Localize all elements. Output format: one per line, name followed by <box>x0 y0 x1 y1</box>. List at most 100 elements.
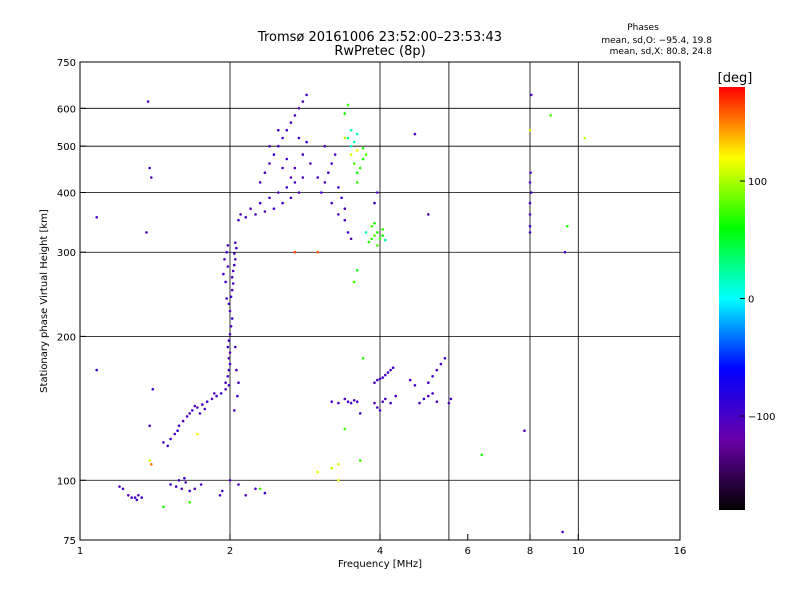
data-point <box>530 93 533 97</box>
data-point <box>228 362 232 366</box>
data-point <box>263 491 267 495</box>
data-point <box>293 114 297 117</box>
data-point <box>289 196 293 200</box>
data-point <box>268 144 271 148</box>
data-point <box>230 317 234 320</box>
data-point <box>234 241 237 244</box>
data-point <box>316 250 320 254</box>
data-point <box>376 406 379 409</box>
data-point <box>583 136 586 140</box>
data-point <box>449 397 453 401</box>
x-tick-label: 10 <box>572 546 585 557</box>
data-point <box>223 258 226 261</box>
data-point <box>177 479 181 482</box>
data-point <box>213 392 216 395</box>
data-point <box>268 196 271 200</box>
data-point <box>376 191 379 194</box>
data-point <box>285 157 289 161</box>
data-point <box>364 153 368 156</box>
data-point <box>203 407 207 411</box>
data-point <box>408 378 412 382</box>
data-point <box>373 234 376 237</box>
data-point <box>228 351 232 354</box>
data-point <box>337 401 340 405</box>
data-point <box>183 476 186 480</box>
data-point <box>95 216 98 219</box>
data-point <box>254 213 257 216</box>
data-point <box>188 489 191 493</box>
data-point <box>301 176 305 179</box>
data-point <box>151 388 155 391</box>
x-tick-label: 1 <box>77 546 83 557</box>
data-point <box>349 237 353 241</box>
data-point <box>528 201 532 205</box>
data-point <box>422 397 426 401</box>
data-point <box>427 213 430 216</box>
x-tick-label: 16 <box>674 546 687 557</box>
data-point <box>219 392 223 395</box>
chart-subtitle: RwPretec (8p) <box>334 44 425 59</box>
data-point <box>528 224 532 228</box>
x-axis-label: Frequency [MHz] <box>338 559 422 570</box>
colorbar: [deg] 100 0 −100 <box>718 71 775 510</box>
data-point <box>263 171 267 174</box>
data-point <box>148 424 151 428</box>
data-point <box>378 377 382 381</box>
data-point <box>166 444 169 448</box>
data-point <box>127 494 130 497</box>
y-axis-label: Stationary phase Virtual Height [km] <box>39 209 50 393</box>
data-point <box>133 496 137 499</box>
data-point <box>177 424 181 428</box>
colorbar-ticks: 100 0 −100 <box>740 177 775 423</box>
data-point <box>528 128 532 132</box>
data-point <box>297 107 301 110</box>
data-point <box>169 437 172 441</box>
data-point <box>367 240 371 244</box>
y-tick-label: 200 <box>57 332 76 343</box>
data-point <box>346 103 350 107</box>
data-point <box>352 140 356 144</box>
data-point <box>528 231 532 234</box>
data-point <box>150 463 153 466</box>
data-point <box>293 166 297 170</box>
data-point <box>188 412 191 415</box>
data-point <box>272 207 276 210</box>
data-point <box>381 234 385 237</box>
data-point <box>249 207 252 210</box>
data-point <box>301 153 305 156</box>
data-point <box>222 272 225 276</box>
data-point <box>140 496 143 499</box>
data-point <box>309 162 312 165</box>
data-point <box>413 384 417 387</box>
data-point <box>346 231 350 234</box>
data-point <box>447 401 451 405</box>
data-point <box>413 132 417 136</box>
data-point <box>293 250 297 254</box>
colorbar-tick-label: 100 <box>748 177 767 188</box>
data-point <box>358 412 362 415</box>
data-point <box>272 153 276 156</box>
data-point <box>343 112 347 115</box>
data-point <box>121 487 125 491</box>
data-point <box>169 483 172 486</box>
data-point <box>349 128 353 132</box>
data-point <box>394 394 398 398</box>
y-tick-label: 100 <box>57 476 76 487</box>
data-point <box>236 394 239 398</box>
data-point <box>162 505 165 509</box>
data-point <box>431 375 434 378</box>
x-tick-label: 2 <box>227 546 233 557</box>
data-point <box>316 470 320 474</box>
data-point <box>118 485 121 488</box>
data-point <box>227 368 231 372</box>
data-point <box>327 171 330 174</box>
data-point <box>258 487 262 491</box>
data-point <box>233 252 236 255</box>
data-point <box>231 282 235 285</box>
data-point <box>185 415 189 418</box>
data-point <box>229 295 233 299</box>
data-point <box>358 459 362 462</box>
data-point <box>337 479 340 482</box>
data-point <box>297 136 301 140</box>
data-point <box>227 357 231 360</box>
